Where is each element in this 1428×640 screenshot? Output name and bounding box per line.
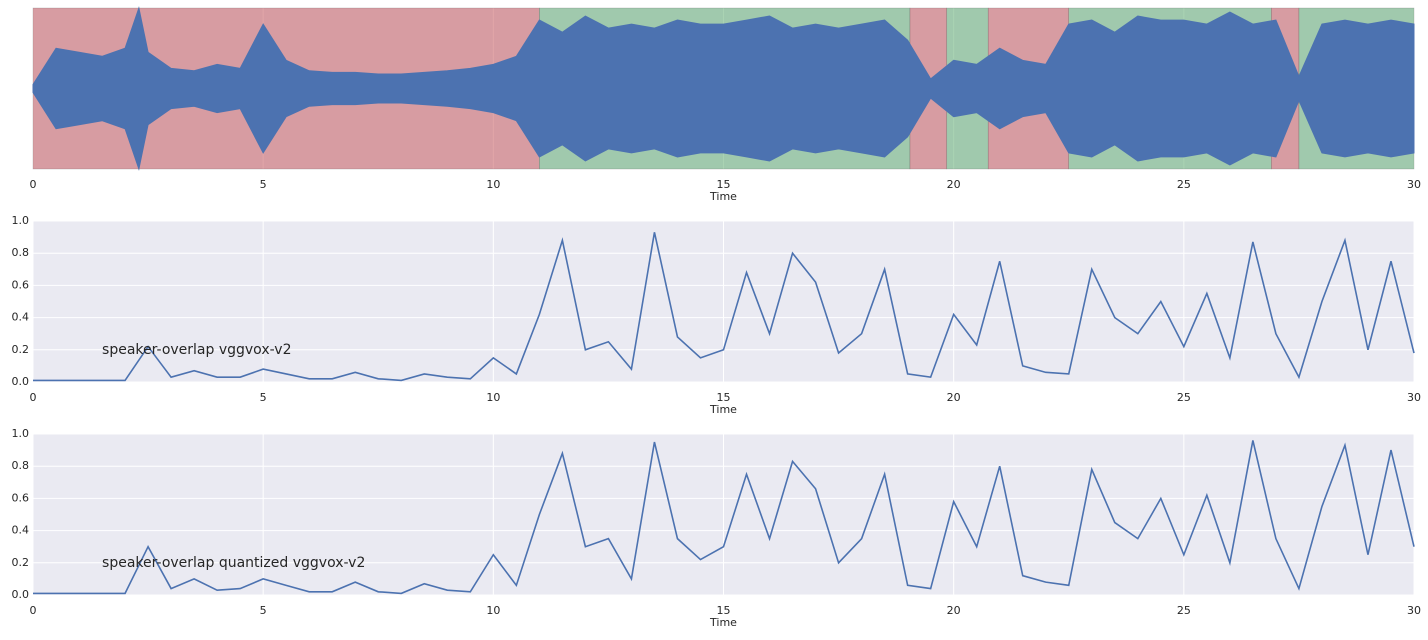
y-tick-label: 0.2 [12,556,30,569]
x-tick-label: 10 [486,178,500,191]
x-tick-label: 20 [947,391,961,404]
y-tick-label: 0.2 [12,343,30,356]
x-tick-label: 10 [486,391,500,404]
x-tick-label: 15 [717,391,731,404]
x-tick-label: 30 [1407,178,1421,191]
x-tick-label: 20 [947,604,961,617]
x-tick-label: 25 [1177,604,1191,617]
y-tick-label: 0.4 [12,311,30,324]
x-axis-label: Time [709,403,737,416]
x-tick-label: 0 [30,178,37,191]
y-tick-label: 0.0 [12,375,30,388]
annotation: speaker-overlap vggvox-v2 [102,342,291,358]
y-tick-label: 0.8 [12,459,30,472]
x-tick-label: 30 [1407,391,1421,404]
y-tick-label: 1.0 [12,214,30,227]
x-tick-label: 20 [947,178,961,191]
x-tick-label: 0 [30,391,37,404]
x-tick-label: 5 [260,391,267,404]
y-tick-label: 0.0 [12,588,30,601]
y-tick-label: 0.6 [12,491,30,504]
y-tick-label: 1.0 [12,427,30,440]
y-tick-label: 0.8 [12,246,30,259]
annotation: speaker-overlap quantized vggvox-v2 [102,555,365,571]
line [33,232,1415,382]
x-axis-label: Time [709,616,737,629]
y-tick-label: 0.6 [12,278,30,291]
x-tick-label: 25 [1177,178,1191,191]
x-axis-label: Time [709,190,737,203]
line [33,440,1415,595]
y-tick-label: 0.4 [12,524,30,537]
x-tick-label: 25 [1177,391,1191,404]
x-tick-label: 30 [1407,604,1421,617]
x-tick-label: 0 [30,604,37,617]
waveform [32,6,1415,171]
x-tick-label: 10 [486,604,500,617]
x-tick-label: 5 [260,178,267,191]
x-tick-label: 15 [717,604,731,617]
x-tick-label: 15 [717,178,731,191]
x-tick-label: 5 [260,604,267,617]
